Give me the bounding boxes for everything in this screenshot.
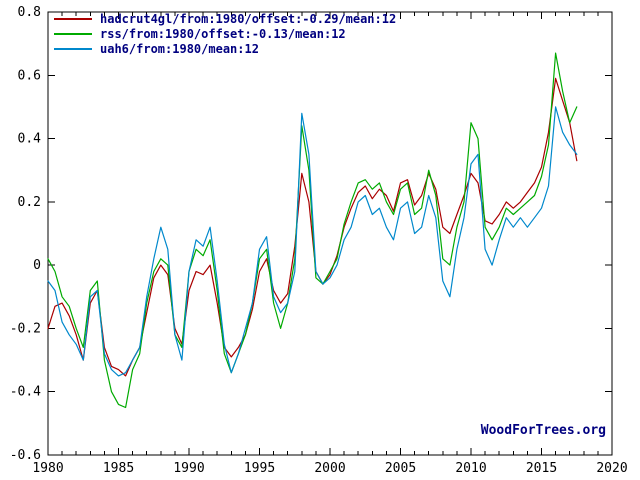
watermark: WoodForTrees.org: [480, 423, 606, 438]
legend-line-sample-hadcrut4gl: [54, 17, 92, 20]
svg-text:-0.2: -0.2: [10, 321, 41, 336]
legend-item-rss: rss/from:1980/offset:-0.13/mean:12: [54, 26, 396, 41]
svg-text:2000: 2000: [314, 461, 345, 476]
svg-text:2005: 2005: [385, 461, 416, 476]
svg-text:1995: 1995: [244, 461, 275, 476]
legend: hadcrut4gl/from:1980/offset:-0.29/mean:1…: [54, 11, 397, 56]
svg-text:0.8: 0.8: [18, 5, 41, 20]
legend-item-uah6: uah6/from:1980/mean:12: [54, 41, 396, 56]
svg-text:2015: 2015: [526, 461, 557, 476]
svg-text:1985: 1985: [103, 461, 134, 476]
svg-text:0.2: 0.2: [18, 195, 41, 210]
svg-text:2020: 2020: [596, 461, 627, 476]
svg-text:-0.6: -0.6: [10, 448, 41, 463]
legend-label-uah6: uah6/from:1980/mean:12: [100, 41, 259, 56]
legend-line-sample-uah6: [54, 47, 92, 50]
svg-text:1980: 1980: [32, 461, 63, 476]
legend-line-sample-rss: [54, 32, 92, 35]
legend-label-hadcrut4gl: hadcrut4gl/from:1980/offset:-0.29/mean:1…: [100, 11, 397, 26]
svg-text:2010: 2010: [455, 461, 486, 476]
svg-text:0.4: 0.4: [18, 132, 42, 147]
legend-label-rss: rss/from:1980/offset:-0.13/mean:12: [100, 26, 346, 41]
svg-text:0: 0: [33, 258, 41, 273]
svg-text:1990: 1990: [173, 461, 204, 476]
legend-item-hadcrut4gl: hadcrut4gl/from:1980/offset:-0.29/mean:1…: [54, 11, 397, 26]
svg-text:-0.4: -0.4: [10, 385, 41, 400]
svg-text:0.6: 0.6: [18, 68, 41, 83]
